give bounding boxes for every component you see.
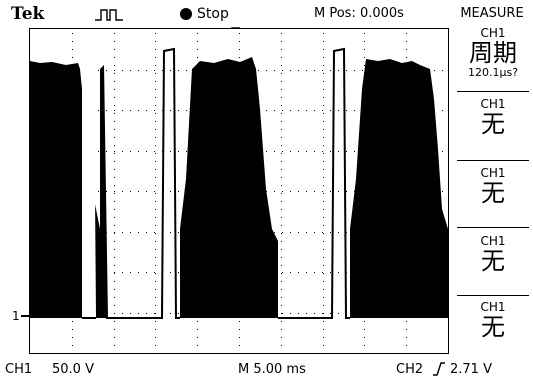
acquisition-status: Stop	[197, 6, 229, 22]
measure-source: CH1	[480, 300, 506, 314]
measure-type: 无	[481, 110, 505, 138]
measure-value: 120.1µs?	[467, 66, 519, 79]
measure-slot-5[interactable]: CH1 无	[457, 300, 529, 356]
ch1-ground-marker: 1	[12, 309, 20, 323]
trigger-source: CH2	[396, 362, 424, 377]
measure-slot-1[interactable]: CH1 周期 120.1µs?	[457, 26, 529, 92]
timebase-readout: M 5.00 ms	[238, 362, 306, 377]
measure-slot-2[interactable]: CH1 无	[457, 97, 529, 161]
measure-source: CH1	[480, 234, 506, 248]
pulse-trigger-icon	[95, 9, 123, 21]
horizontal-position: M Pos: 0.000s	[314, 6, 404, 21]
ch1-waveform	[30, 47, 448, 319]
readout-bar: CH1 50.0 V M 5.00 ms CH2 2.71 V	[0, 358, 533, 383]
measure-source: CH1	[480, 26, 506, 40]
measure-type: 周期	[469, 39, 517, 67]
trigger-level: 2.71 V	[450, 362, 492, 377]
measure-source: CH1	[480, 166, 506, 180]
measure-type: 无	[481, 313, 505, 341]
measure-slot-3[interactable]: CH1 无	[457, 166, 529, 228]
ch1-volts-div: 50.0 V	[52, 362, 94, 377]
ch1-label: CH1	[5, 362, 33, 377]
measure-slot-4[interactable]: CH1 无	[457, 234, 529, 296]
waveform-graticule	[30, 33, 448, 346]
acquisition-status-icon	[180, 8, 192, 20]
measure-menu: MEASURE CH1 周期 120.1µs? CH1 无 CH1 无 CH1 …	[451, 0, 533, 360]
waveform-display	[29, 28, 449, 354]
rising-edge-icon	[433, 362, 445, 376]
status-bar: Tek Stop M Pos: 0.000s	[0, 0, 533, 28]
measure-type: 无	[481, 247, 505, 275]
measure-type: 无	[481, 179, 505, 207]
brand-logo: Tek	[11, 4, 45, 24]
measure-source: CH1	[480, 97, 506, 111]
menu-title: MEASURE	[460, 6, 524, 21]
ch1-ground-tick	[21, 315, 30, 317]
